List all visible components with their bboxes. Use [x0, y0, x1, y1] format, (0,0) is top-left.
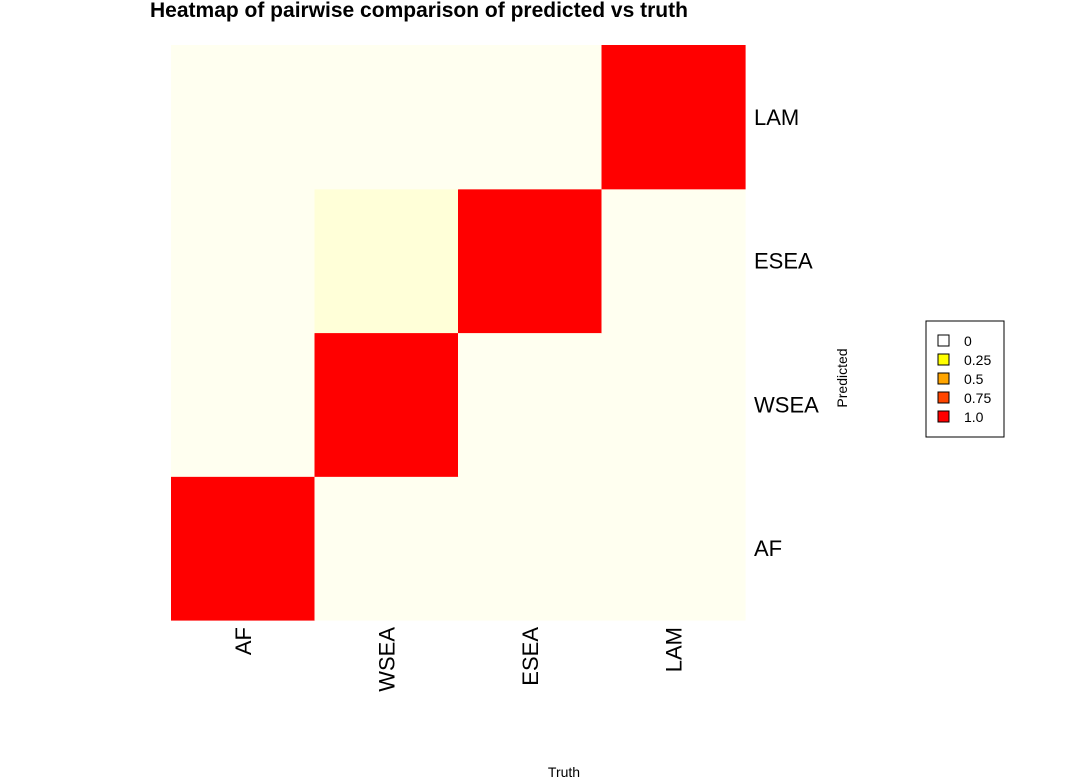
- heatmap-cell-af-wsea: [314, 476, 459, 621]
- heatmap-cell-af-af: [171, 476, 316, 621]
- heatmap-cell-wsea-lam: [601, 332, 746, 477]
- column-label-af: AF: [231, 627, 256, 655]
- x-axis-label: Truth: [548, 764, 580, 780]
- legend-label: 0.75: [964, 390, 991, 406]
- heatmap-cell-af-esea: [458, 476, 603, 621]
- column-label-esea: ESEA: [518, 627, 543, 686]
- heatmap-cell-wsea-wsea: [314, 332, 459, 477]
- row-labels: AF WSEA ESEA LAM: [754, 105, 819, 561]
- row-label-af: AF: [754, 536, 782, 561]
- legend-label: 0.5: [964, 371, 984, 387]
- row-label-lam: LAM: [754, 105, 799, 130]
- heatmap-cell-lam-af: [171, 45, 316, 190]
- legend-swatch: [937, 353, 950, 366]
- heatmap-cell-wsea-af: [171, 332, 316, 477]
- column-labels: AF WSEA ESEA LAM: [231, 627, 687, 692]
- heatmap-cell-lam-esea: [458, 45, 603, 190]
- chart-title: Heatmap of pairwise comparison of predic…: [150, 0, 688, 22]
- y-axis-label: Predicted: [834, 348, 850, 407]
- legend-swatch: [937, 391, 950, 404]
- heatmap-cell-lam-wsea: [314, 45, 459, 190]
- heatmap-cell-wsea-esea: [458, 332, 603, 477]
- legend-label: 1.0: [964, 409, 984, 425]
- heatmap-cell-lam-lam: [601, 45, 746, 190]
- column-label-wsea: WSEA: [374, 627, 399, 692]
- row-label-wsea: WSEA: [754, 392, 819, 417]
- legend: 0 0.25 0.5 0.75 1.0: [925, 320, 1005, 438]
- heatmap-cell-esea-af: [171, 188, 316, 334]
- heatmap-cell-esea-wsea: [314, 188, 459, 334]
- legend-swatch: [937, 372, 950, 385]
- column-label-lam: LAM: [661, 627, 686, 672]
- legend-label: 0.25: [964, 352, 991, 368]
- heatmap-cell-af-lam: [601, 476, 746, 621]
- legend-swatch: [937, 410, 950, 423]
- heatmap-cell-esea-lam: [601, 188, 746, 334]
- legend-label: 0: [964, 333, 972, 349]
- row-label-esea: ESEA: [754, 249, 813, 274]
- heatmap-cells: [171, 45, 746, 621]
- legend-swatch: [937, 334, 950, 347]
- heatmap-cell-esea-esea: [458, 188, 603, 334]
